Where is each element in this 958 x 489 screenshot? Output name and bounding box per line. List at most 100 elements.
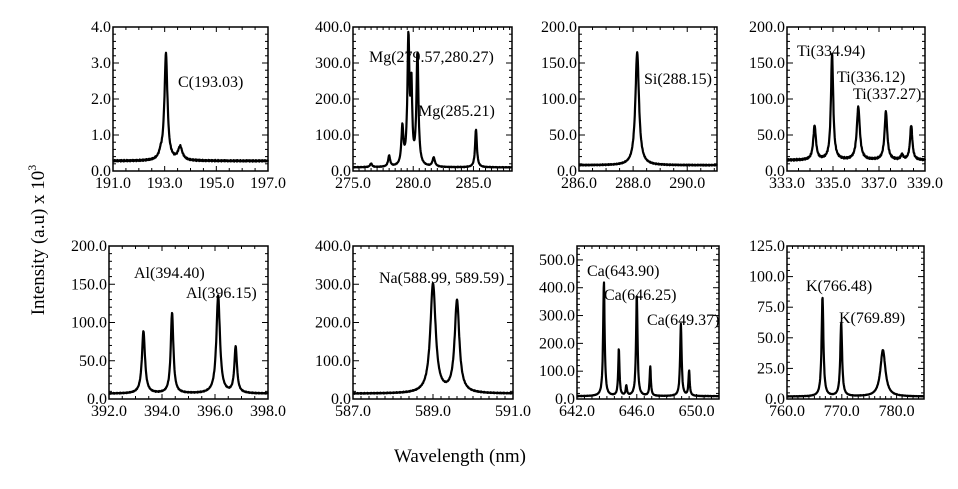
x-tick-label: 286.0 <box>561 175 597 192</box>
y-tick-label: 100.0 <box>749 269 785 286</box>
y-tick-label: 400.0 <box>315 19 351 36</box>
x-tick-label: 288.0 <box>615 175 651 192</box>
y-tick-label: 50.0 <box>757 330 785 347</box>
x-tick-label: 285.0 <box>455 175 491 192</box>
y-tick-label: 100.0 <box>315 127 351 144</box>
peak-annotation: C(193.03) <box>178 74 243 91</box>
y-tick-label: 0.0 <box>87 391 107 408</box>
x-tick-label: 337.0 <box>861 175 897 192</box>
y-tick-label: 125.0 <box>749 238 785 255</box>
panel-6: 587.0 589.0 591.0 0.0 100.0 200.0 300.0 400.0 Na… <box>315 238 531 420</box>
y-axis-label-exponent: 3 <box>25 165 39 171</box>
x-tick-label: 646.0 <box>619 403 655 420</box>
y-tick-label: 2.0 <box>91 91 111 108</box>
y-tick-label: 100.0 <box>749 91 785 108</box>
peak-annotation: Ti(334.94) <box>797 43 865 60</box>
x-tick-label: 339.0 <box>907 175 943 192</box>
x-tick-label: 650.0 <box>679 403 715 420</box>
peak-annotation: Al(394.40) <box>134 265 205 282</box>
y-tick-label: 100.0 <box>541 91 577 108</box>
x-tick-label: 193.0 <box>147 175 183 192</box>
y-tick-label: 3.0 <box>91 55 111 72</box>
x-tick-label: 587.0 <box>335 403 371 420</box>
panel-7: 642.0 646.0 650.0 0.0 100.0 200.0 300.0 400.0 50… <box>539 245 720 420</box>
x-tick-label: 275.0 <box>335 175 371 192</box>
y-tick-label: 100.0 <box>539 363 575 380</box>
x-tick-label: 642.0 <box>559 403 595 420</box>
spectrum-line <box>578 51 718 167</box>
y-tick-label: 0.0 <box>555 391 575 408</box>
ticks <box>578 26 717 172</box>
peak-annotation: Na(588.99, 589.59) <box>379 270 504 287</box>
peak-annotation: Ca(646.25) <box>604 287 676 304</box>
plot-frame <box>112 26 269 172</box>
plot-frame <box>578 26 718 172</box>
panel-2: 275.0 280.0 285.0 0.0 100.0 200.0 300.0 400.0 Mg… <box>315 19 513 192</box>
x-tick-label: 396.0 <box>197 403 233 420</box>
y-tick-label: 100.0 <box>315 353 351 370</box>
spectrum-line <box>352 282 514 395</box>
x-tick-label: 770.0 <box>824 403 860 420</box>
ticks <box>112 26 269 172</box>
x-tick-label: 290.0 <box>669 175 705 192</box>
spectrum-line <box>352 30 513 169</box>
peak-annotation: Ti(336.12) <box>837 69 905 86</box>
x-tick-label: 191.0 <box>95 175 131 192</box>
x-tick-label: 195.0 <box>198 175 234 192</box>
y-tick-label: 200.0 <box>71 238 107 255</box>
x-tick-label: 780.0 <box>879 403 915 420</box>
y-tick-label: 0.0 <box>331 391 351 408</box>
ticks <box>352 245 514 400</box>
x-tick-label: 197.0 <box>250 175 286 192</box>
y-tick-label: 300.0 <box>315 276 351 293</box>
y-tick-label: 150.0 <box>71 276 107 293</box>
panel-3: 286.0 288.0 290.0 0.0 50.0 100.0 150.0 200.0 Si(… <box>541 19 718 192</box>
x-tick-label: 760.0 <box>769 403 805 420</box>
x-axis-label: Wavelength (nm) <box>394 446 526 467</box>
y-tick-label: 150.0 <box>749 55 785 72</box>
panel-1: 191.0 193.0 195.0 197.0 0.0 1.0 2.0 3.0 4.0 C(193… <box>91 19 286 192</box>
peak-annotation: Ca(643.90) <box>587 263 659 280</box>
peak-annotation: Al(396.15) <box>186 285 257 302</box>
x-tick-label: 589.0 <box>415 403 451 420</box>
spectrum-line <box>576 281 720 398</box>
peak-annotation: K(766.48) <box>806 278 872 295</box>
y-tick-label: 200.0 <box>541 19 577 36</box>
peak-annotation: Si(288.15) <box>644 71 712 88</box>
y-tick-label: 300.0 <box>539 308 575 325</box>
y-tick-label: 50.0 <box>549 127 577 144</box>
x-tick-label: 398.0 <box>250 403 286 420</box>
plot-frame <box>352 26 513 172</box>
peak-annotation: Ti(337.27) <box>853 86 921 103</box>
y-tick-label: 50.0 <box>79 353 107 370</box>
peak-annotation: K(769.89) <box>839 310 905 327</box>
spectrum-line <box>112 51 270 163</box>
peak-annotation: Ca(649.37) <box>647 312 719 329</box>
x-tick-label: 280.0 <box>395 175 431 192</box>
y-tick-label: 200.0 <box>539 335 575 352</box>
y-tick-label: 0.0 <box>557 163 577 180</box>
y-tick-label: 75.0 <box>757 299 785 316</box>
x-tick-label: 335.0 <box>815 175 851 192</box>
x-tick-label: 591.0 <box>495 403 531 420</box>
plot-frame <box>108 245 269 400</box>
y-tick-label: 0.0 <box>331 163 351 180</box>
y-tick-label: 100.0 <box>71 315 107 332</box>
plot-frame <box>786 26 926 172</box>
y-tick-label: 200.0 <box>749 19 785 36</box>
y-tick-label: 300.0 <box>315 55 351 72</box>
y-tick-label: 50.0 <box>757 127 785 144</box>
y-tick-label: 25.0 <box>757 360 785 377</box>
y-axis-label-text: Intensity (a.u) x 10 <box>28 171 49 316</box>
peak-annotation: Mg(285.21) <box>418 103 495 120</box>
y-tick-label: 4.0 <box>91 19 111 36</box>
panel-5: 392.0 394.0 396.0 398.0 0.0 50.0 100.0 150.0 200… <box>71 238 286 420</box>
plot-frame <box>786 245 925 400</box>
y-tick-label: 0.0 <box>765 391 785 408</box>
y-tick-label: 0.0 <box>91 163 111 180</box>
y-tick-label: 150.0 <box>541 55 577 72</box>
panel-8: 760.0 770.0 780.0 0.0 25.0 50.0 75.0 100.0 125.0… <box>749 238 925 420</box>
x-tick-label: 333.0 <box>769 175 805 192</box>
x-tick-label: 394.0 <box>144 403 180 420</box>
